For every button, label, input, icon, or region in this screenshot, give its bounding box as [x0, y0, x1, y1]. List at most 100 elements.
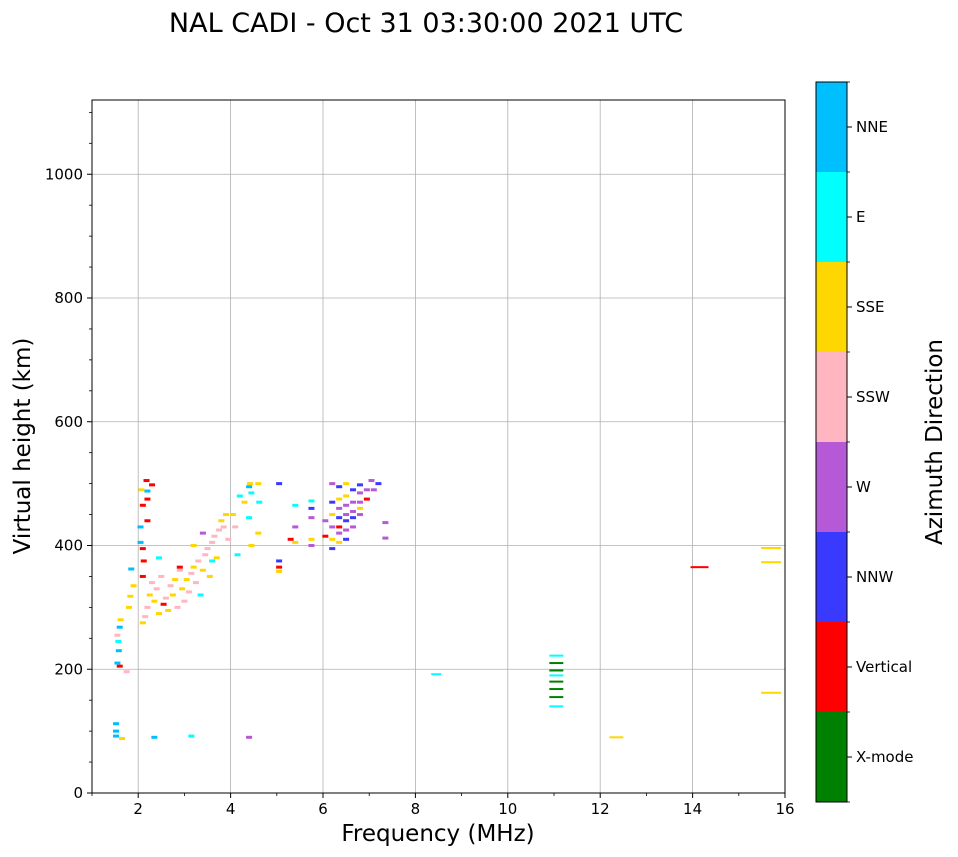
data-point — [343, 519, 350, 523]
x-tick-label: 10 — [498, 800, 517, 818]
colorbar-tick-label: NNE — [856, 118, 888, 136]
y-tick-label: 800 — [54, 289, 83, 307]
data-point — [343, 528, 350, 532]
colorbar-tick-label: NNW — [856, 568, 893, 586]
data-point — [276, 559, 283, 563]
data-point — [549, 688, 564, 691]
data-point — [114, 633, 121, 637]
x-axis-label: Frequency (MHz) — [341, 821, 534, 847]
data-point — [192, 581, 199, 585]
data-point — [113, 722, 120, 726]
data-point — [139, 621, 146, 625]
data-points — [113, 479, 782, 741]
data-point — [236, 494, 243, 498]
data-point — [206, 574, 213, 578]
data-point — [188, 734, 195, 738]
data-point — [197, 593, 204, 597]
data-point — [356, 500, 363, 504]
data-point — [343, 482, 350, 486]
y-axis: 0 200 400 600 800 1000 — [45, 111, 92, 802]
data-point — [139, 503, 146, 507]
data-point — [165, 608, 172, 612]
data-point — [276, 569, 283, 573]
data-point — [232, 525, 239, 529]
data-point — [155, 556, 162, 560]
y-tick-label: 0 — [73, 784, 83, 802]
data-point — [336, 506, 343, 510]
data-point — [116, 664, 123, 668]
y-axis-label: Virtual height (km) — [10, 338, 36, 555]
data-point — [169, 593, 176, 597]
data-point — [199, 568, 206, 572]
data-point — [142, 615, 149, 619]
data-point — [336, 485, 343, 489]
data-point — [234, 553, 241, 557]
data-point — [179, 587, 186, 591]
data-point — [356, 513, 363, 517]
data-point — [123, 670, 130, 674]
data-point — [329, 537, 336, 541]
data-point — [549, 696, 564, 699]
data-point — [549, 674, 564, 677]
data-point — [549, 654, 564, 657]
data-point — [199, 531, 206, 535]
data-point — [115, 639, 122, 643]
x-tick-label: 14 — [683, 800, 702, 818]
data-point — [188, 571, 195, 575]
colorbar-segment — [816, 712, 847, 802]
data-point — [114, 661, 121, 665]
data-point — [431, 673, 442, 676]
x-tick-label: 2 — [133, 800, 143, 818]
data-point — [116, 625, 123, 629]
plot-area — [91, 99, 786, 794]
y-tick-label: 1000 — [45, 165, 83, 183]
data-point — [343, 503, 350, 507]
data-point — [130, 584, 137, 588]
data-point — [350, 509, 357, 513]
y-tick-label: 400 — [54, 537, 83, 555]
data-point — [375, 482, 382, 486]
data-point — [308, 506, 315, 510]
data-point — [609, 736, 624, 739]
colorbar-segment — [816, 442, 847, 532]
data-point — [549, 705, 564, 708]
data-point — [176, 565, 183, 569]
y-tick-label: 200 — [54, 660, 83, 678]
data-point — [151, 599, 158, 603]
data-point — [549, 662, 564, 665]
data-point — [137, 540, 144, 544]
data-point — [209, 540, 216, 544]
data-point — [158, 574, 165, 578]
data-point — [336, 516, 343, 520]
data-point — [176, 568, 183, 572]
data-point — [247, 482, 254, 486]
data-point — [350, 516, 357, 520]
data-point — [113, 729, 120, 733]
data-point — [336, 497, 343, 501]
colorbar-segment — [816, 622, 847, 712]
data-point — [329, 547, 336, 551]
data-point — [336, 540, 343, 544]
colorbar-segment — [816, 172, 847, 262]
data-point — [363, 497, 370, 501]
data-point — [761, 546, 782, 549]
data-point — [322, 519, 329, 523]
data-point — [292, 503, 299, 507]
chart-title: NAL CADI - Oct 31 03:30:00 2021 UTC — [169, 8, 683, 39]
data-point — [139, 547, 146, 551]
data-point — [343, 494, 350, 498]
data-point — [329, 482, 336, 486]
data-point — [137, 525, 144, 529]
data-point — [144, 519, 151, 523]
data-point — [761, 691, 782, 694]
data-point — [186, 590, 193, 594]
data-point — [115, 649, 122, 653]
data-point — [149, 581, 156, 585]
x-tick-label: 16 — [775, 800, 794, 818]
data-point — [160, 602, 167, 606]
data-point — [229, 513, 236, 517]
data-point — [138, 488, 145, 492]
data-point — [276, 565, 283, 569]
colorbar-segment — [816, 82, 847, 172]
plot-background — [92, 100, 785, 793]
